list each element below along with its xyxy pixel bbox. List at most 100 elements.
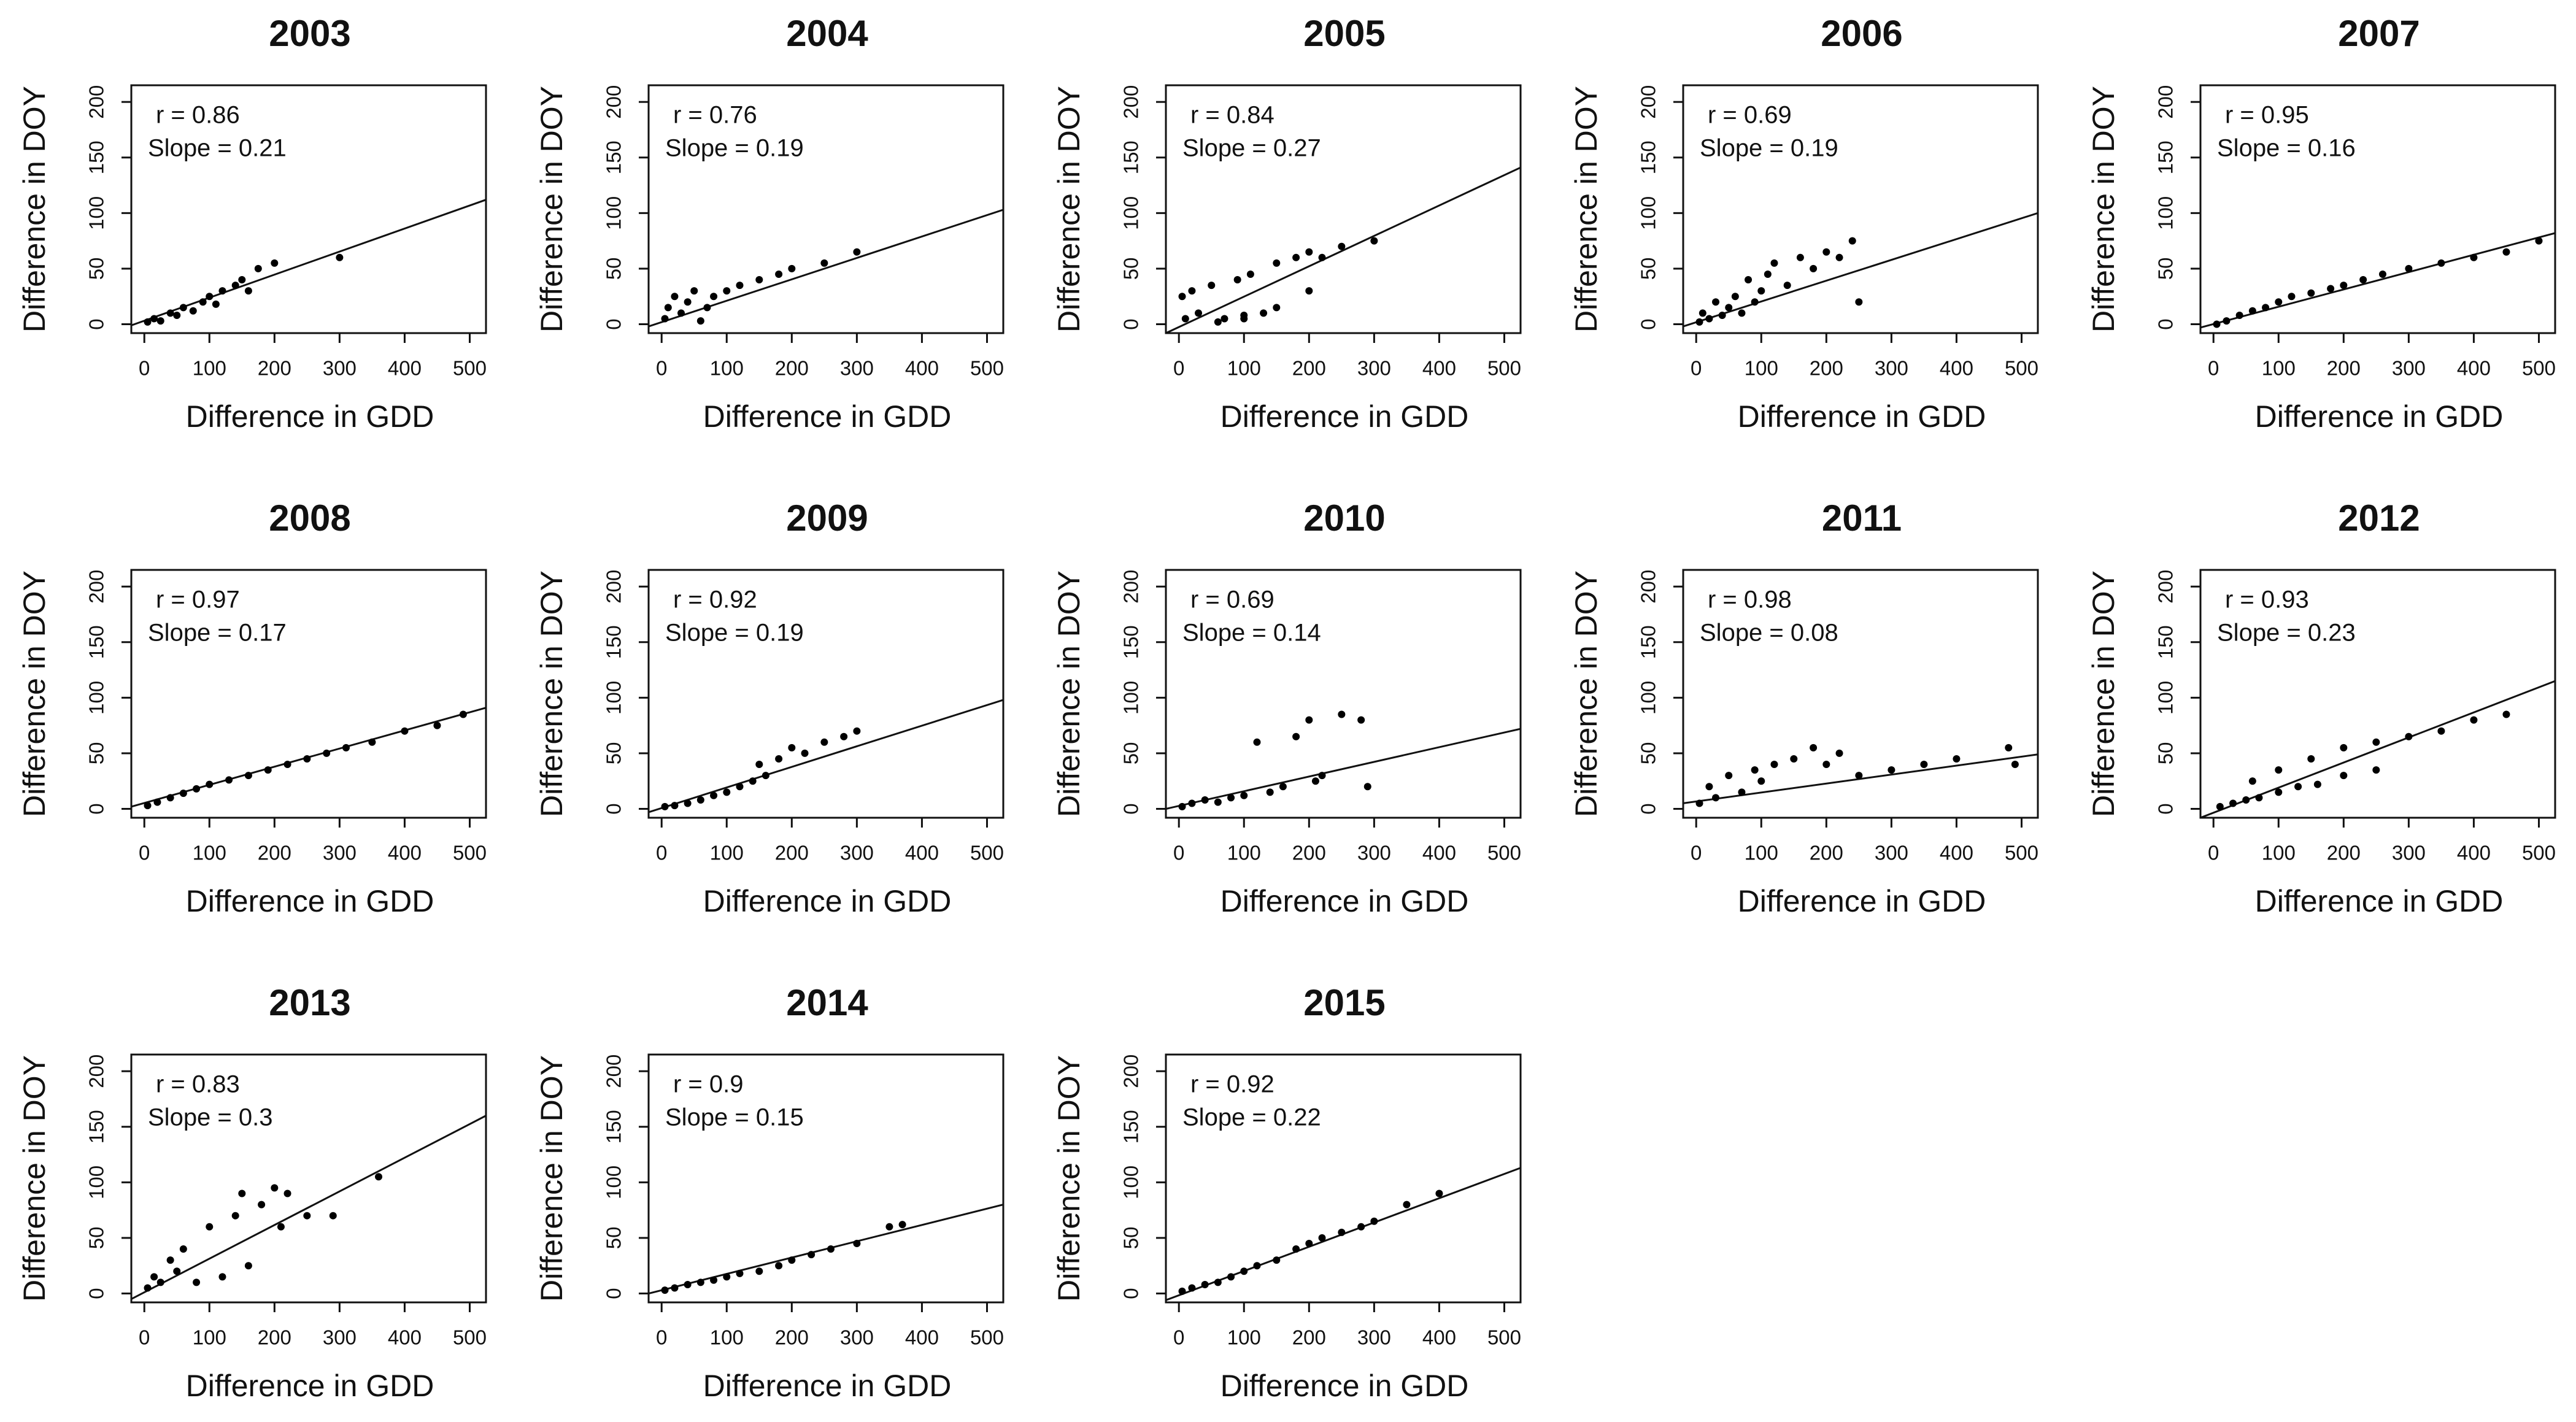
x-tick-label: 100: [193, 357, 226, 380]
plot-box: [1165, 569, 1522, 819]
y-tick-label: 150: [1120, 625, 1143, 659]
x-tick-label: 300: [1875, 842, 1908, 864]
point: [225, 776, 233, 784]
annotation: Slope = 0.21: [148, 135, 287, 162]
annotation: r = 0.69: [1708, 102, 1792, 129]
point: [898, 1221, 906, 1229]
x-tick-label: 100: [1227, 357, 1261, 380]
point: [664, 304, 672, 312]
x-tick-label: 0: [656, 357, 667, 380]
y-tick-label: 50: [2154, 742, 2177, 765]
point: [661, 315, 669, 323]
x-tick-label: 0: [1691, 357, 1702, 380]
y-axis-label: Difference in DOY: [17, 571, 52, 817]
point: [2470, 716, 2478, 724]
y-tick-label: 200: [85, 1055, 108, 1088]
point: [788, 744, 796, 751]
annotation: Slope = 0.08: [1700, 620, 1838, 647]
point: [212, 300, 220, 308]
x-tick-label: 500: [970, 842, 1004, 864]
x-tick-label: 200: [1292, 357, 1326, 380]
fit-line: [2200, 232, 2555, 329]
x-tick-label: 300: [2392, 842, 2426, 864]
point: [244, 772, 252, 780]
panel-title: 2006: [1821, 13, 1902, 54]
panel-title: 2011: [1822, 498, 1902, 539]
panel: 2014 Difference in GDD Difference in DOY 0 1…: [534, 982, 1005, 1403]
annotation: r = 0.84: [1190, 102, 1275, 129]
y-tick-label: 100: [1120, 196, 1143, 230]
plot-box: [1165, 84, 1522, 334]
y-axis-label: Difference in DOY: [1052, 1055, 1086, 1302]
point: [283, 761, 291, 769]
point: [1214, 1278, 1222, 1286]
point: [1810, 744, 1818, 751]
point: [1253, 1262, 1261, 1270]
point: [853, 248, 861, 256]
fit-line: [1166, 728, 1521, 810]
point: [1240, 315, 1248, 323]
annotation: Slope = 0.17: [148, 620, 287, 647]
point: [2223, 317, 2231, 325]
point: [206, 780, 214, 788]
point: [1201, 1281, 1209, 1289]
point: [2437, 727, 2445, 735]
point: [1273, 304, 1281, 312]
x-axis-label: Difference in GDD: [1738, 399, 1986, 434]
point: [755, 761, 763, 769]
point: [1178, 1287, 1186, 1295]
point: [684, 1281, 692, 1289]
point: [1790, 755, 1798, 763]
panel: 2012 Difference in GDD Difference in DOY 0 1…: [2086, 498, 2556, 918]
point: [2288, 293, 2296, 301]
point: [710, 293, 718, 301]
y-tick-label: 150: [85, 625, 108, 659]
point: [1246, 270, 1254, 278]
plot-box: [1682, 569, 2039, 819]
y-tick-label: 150: [2154, 140, 2177, 174]
point: [1178, 802, 1186, 810]
x-axis-label: Difference in GDD: [186, 399, 434, 434]
point: [303, 1212, 311, 1220]
point: [2470, 253, 2478, 261]
point: [264, 766, 272, 774]
point: [1305, 248, 1313, 256]
annotation: Slope = 0.16: [2217, 135, 2356, 162]
point: [1835, 253, 1843, 261]
x-axis-label: Difference in GDD: [1221, 399, 1469, 434]
y-tick-label: 0: [603, 1288, 625, 1299]
panel-title: 2015: [1303, 982, 1385, 1023]
x-axis-label: Difference in GDD: [1221, 884, 1469, 918]
panel: 2007 Difference in GDD Difference in DOY 0 1…: [2086, 13, 2556, 434]
point: [238, 1189, 246, 1197]
panel: 2015 Difference in GDD Difference in DOY 0 1…: [1052, 982, 1522, 1403]
point: [173, 1267, 181, 1275]
panel: 2006 Difference in GDD Difference in DOY 0 1…: [1569, 13, 2039, 434]
point: [244, 287, 252, 295]
x-tick-label: 300: [840, 842, 874, 864]
point: [329, 1212, 337, 1220]
x-axis-label: Difference in GDD: [186, 884, 434, 918]
y-tick-label: 0: [85, 1288, 108, 1299]
x-tick-label: 200: [1810, 357, 1843, 380]
point: [2255, 794, 2263, 802]
point: [2307, 755, 2315, 763]
x-tick-label: 500: [970, 357, 1004, 380]
point: [684, 799, 692, 807]
x-tick-label: 200: [2327, 357, 2361, 380]
point: [2242, 796, 2250, 804]
x-axis-label: Difference in GDD: [1738, 884, 1986, 918]
plot-box: [647, 569, 1005, 819]
y-tick-label: 50: [603, 258, 625, 280]
x-tick-label: 500: [1487, 1326, 1521, 1349]
x-tick-label: 100: [193, 842, 226, 864]
x-tick-label: 500: [2522, 842, 2556, 864]
point: [1305, 1239, 1313, 1247]
point: [2005, 744, 2013, 751]
y-tick-label: 50: [85, 258, 108, 280]
point: [2327, 285, 2335, 293]
y-tick-label: 200: [2154, 570, 2177, 604]
panel: 2008 Difference in GDD Difference in DOY 0 1…: [17, 498, 487, 918]
point: [1273, 1256, 1281, 1264]
